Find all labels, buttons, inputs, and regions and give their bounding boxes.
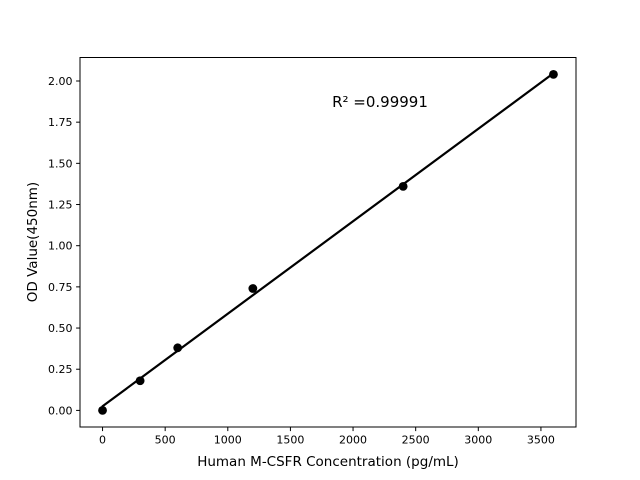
y-tick-label: 0.25 (48, 363, 73, 376)
data-point (173, 343, 183, 353)
x-tick-label: 500 (155, 434, 176, 447)
axes-layer: 0 500 1000 1500 2000 2500 3000 3500 0.00 0.25 0.50… (48, 57, 577, 447)
x-tick-label: 3500 (527, 434, 555, 447)
data-series-layer (98, 70, 558, 415)
x-tick-label: 3000 (464, 434, 492, 447)
y-tick-label: 2.00 (48, 75, 73, 88)
x-tick-label: 0 (99, 434, 106, 447)
y-tick-label: 0.75 (48, 281, 73, 294)
data-point (248, 284, 258, 293)
x-axis-label: Human M-CSFR Concentration (pg/mL) (197, 454, 459, 470)
data-point (98, 406, 107, 415)
plot-border (79, 57, 577, 428)
x-tick-label: 2500 (402, 434, 430, 447)
r-squared-annotation: R² =0.99991 (332, 93, 428, 111)
y-tick-label: 1.50 (48, 157, 73, 170)
y-tick-label: 0.00 (48, 404, 73, 417)
data-point (135, 376, 145, 386)
x-tick-label: 2000 (339, 434, 367, 447)
data-point (398, 182, 408, 191)
data-point (549, 70, 558, 79)
y-tick-label: 1.00 (48, 240, 73, 253)
x-tick-label: 1000 (214, 434, 242, 447)
y-tick-label: 0.50 (48, 322, 73, 335)
fit-line (101, 72, 555, 408)
y-tick-label: 1.25 (48, 199, 73, 212)
y-tick-label: 1.75 (48, 116, 73, 129)
x-tick-label: 1500 (276, 434, 304, 447)
y-axis-label: OD Value(450nm) (25, 182, 41, 302)
